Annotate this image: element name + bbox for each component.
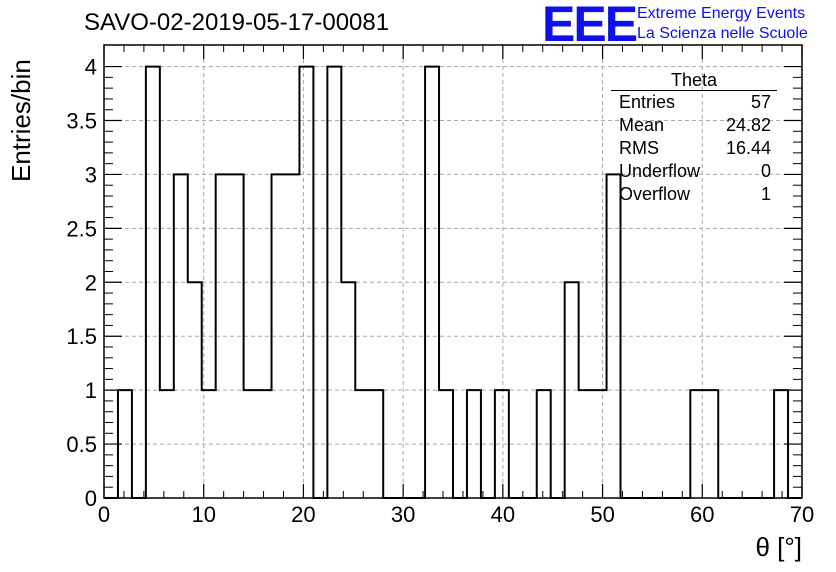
histogram-line [104, 65, 802, 499]
x-tick-label: 20 [291, 502, 315, 527]
y-tick-label: 4 [85, 55, 97, 80]
stats-label: Entries [619, 92, 676, 112]
y-tick-label: 3 [85, 162, 97, 187]
stats-value: 24.82 [725, 115, 771, 135]
x-tick-label: 30 [391, 502, 415, 527]
logo-text: Extreme Energy Events La Scienza nelle S… [637, 4, 808, 44]
logo-line-1: Extreme Energy Events [637, 5, 806, 22]
x-tick-label: 70 [790, 502, 814, 527]
y-tick-label: 1 [85, 378, 97, 403]
stats-value: 0 [760, 161, 771, 181]
stats-row-underflow: Underflow 0 [611, 160, 777, 183]
x-axis-label: θ [°] [755, 532, 802, 562]
stats-value: 57 [750, 92, 771, 112]
stats-row-entries: Entries 57 [611, 91, 777, 114]
eee-logo: EEE [542, 0, 638, 52]
stats-label: Overflow [619, 184, 691, 204]
chart-title: SAVO-02-2019-05-17-00081 [84, 9, 390, 36]
stats-title: Theta [611, 71, 777, 91]
axis-ticks [103, 45, 803, 499]
stats-row-rms: RMS 16.44 [611, 137, 777, 160]
x-tick-label: 0 [98, 502, 110, 527]
x-tick-label: 40 [491, 502, 515, 527]
y-tick-label: 0.5 [66, 432, 97, 457]
stats-box: Theta Entries 57 Mean 24.82 RMS 16.44 Un… [611, 71, 777, 206]
logo-line-2: La Scienza nelle Scuole [637, 25, 808, 42]
stats-label: Mean [619, 115, 665, 135]
y-tick-label: 2 [85, 270, 97, 295]
stats-value: 16.44 [725, 138, 771, 158]
stats-label: RMS [619, 138, 659, 158]
y-tick-label: 0 [85, 486, 97, 511]
stats-label: Underflow [619, 161, 701, 181]
y-tick-label: 3.5 [66, 109, 97, 134]
stats-value: 1 [760, 184, 771, 204]
stats-row-overflow: Overflow 1 [611, 183, 777, 206]
stats-row-mean: Mean 24.82 [611, 114, 777, 137]
y-tick-label: 2.5 [66, 216, 97, 241]
x-tick-label: 50 [590, 502, 614, 527]
y-tick-label: 1.5 [66, 324, 97, 349]
grid-lines [104, 45, 802, 498]
y-axis-label: Entries/bin [6, 59, 36, 182]
x-tick-label: 60 [690, 502, 714, 527]
x-tick-label: 10 [191, 502, 215, 527]
